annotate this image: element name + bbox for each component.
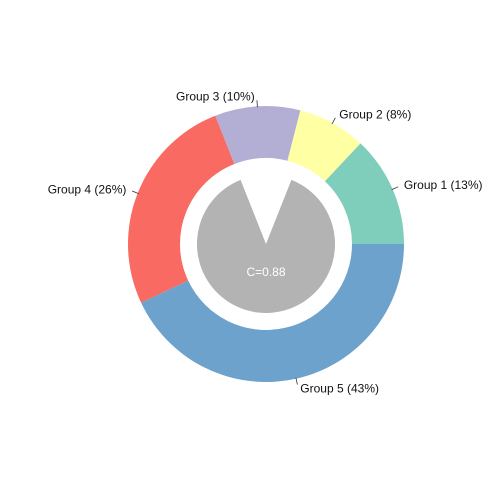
slice-label-3: Group 3 (10%): [176, 89, 255, 103]
center-pie-wedge: [197, 179, 336, 314]
leader-line-5: [295, 377, 298, 385]
donut-slice-4: [127, 115, 235, 303]
center-pie-group: C=0.88: [197, 179, 336, 314]
slice-label-4: Group 4 (26%): [48, 183, 127, 197]
slice-labels-group: Group 1 (13%) Group 2 (8%) Group 3 (10%) Gr…: [48, 89, 483, 395]
center-label: C=0.88: [246, 265, 285, 279]
leader-line-2: [331, 117, 336, 125]
donut-slice-3: [215, 106, 301, 165]
donut-slice-5: [141, 244, 405, 383]
slices-group: [127, 106, 405, 383]
leader-lines-group: [131, 100, 399, 385]
slice-label-1: Group 1 (13%): [404, 178, 483, 192]
slice-label-2: Group 2 (8%): [339, 107, 411, 121]
leader-line-4: [131, 190, 139, 194]
slice-label-5: Group 5 (43%): [300, 381, 379, 395]
donut-slice-2: [287, 110, 361, 182]
donut-slice-1: [324, 143, 404, 244]
leader-line-1: [391, 186, 399, 190]
